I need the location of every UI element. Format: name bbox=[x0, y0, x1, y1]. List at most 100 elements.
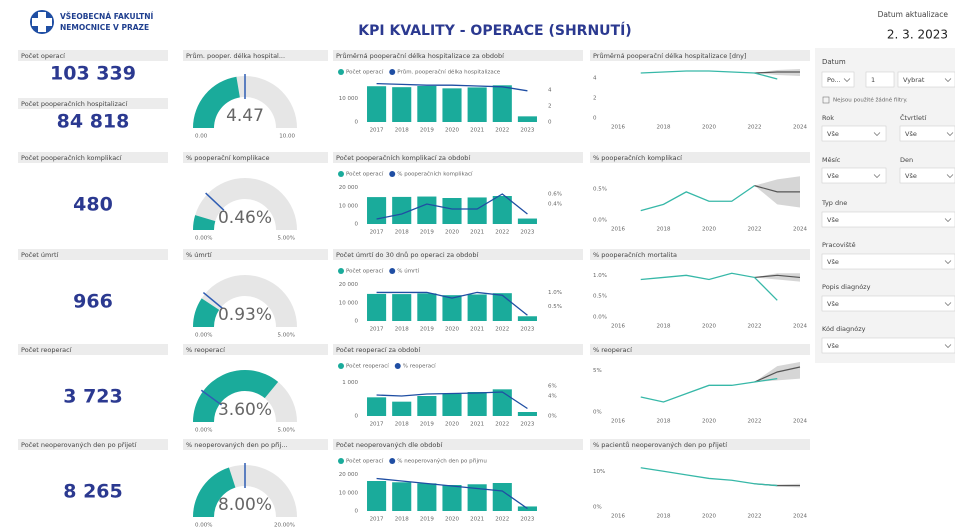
y-tick-label: 0 bbox=[355, 120, 359, 126]
bar bbox=[442, 88, 462, 122]
gauge-title-band bbox=[183, 344, 328, 355]
legend-label: Počet operací bbox=[346, 268, 384, 275]
x-tick-label: 2021 bbox=[470, 422, 484, 428]
gauge-min: 0.00% bbox=[195, 236, 212, 242]
filter-dropdown[interactable] bbox=[821, 253, 955, 270]
filter-label: Čtvrtletí bbox=[900, 113, 927, 122]
gauge-min: 0.00% bbox=[195, 523, 212, 529]
gauge-value-label: 0.46% bbox=[218, 208, 272, 228]
date-control-label: 1 bbox=[871, 76, 875, 84]
x-tick-label: 2022 bbox=[495, 327, 509, 333]
card-value: 8 265 bbox=[63, 481, 123, 503]
date-control[interactable] bbox=[865, 71, 895, 88]
x-tick-label: 2022 bbox=[495, 230, 509, 236]
filter-value: Vše bbox=[827, 342, 839, 350]
date-control[interactable] bbox=[897, 71, 955, 88]
gauge-value-label: 0.93% bbox=[218, 305, 272, 325]
bar bbox=[517, 116, 537, 122]
bar bbox=[492, 389, 512, 416]
x-tick-label: 2022 bbox=[495, 517, 509, 523]
gauge-title-band bbox=[183, 50, 328, 61]
forecast-line bbox=[754, 274, 801, 279]
card-label-band bbox=[18, 439, 168, 450]
x-tick-label: 2018 bbox=[657, 227, 671, 233]
x-tick-label: 2020 bbox=[702, 324, 716, 330]
y-tick-label: 0% bbox=[593, 505, 602, 511]
chart-title-band bbox=[590, 249, 810, 260]
bar bbox=[442, 394, 462, 416]
filter-dropdown[interactable] bbox=[821, 211, 955, 228]
gauge-title-band bbox=[183, 152, 328, 163]
x-tick-label: 2018 bbox=[395, 230, 409, 236]
y-tick-label: 10 000 bbox=[339, 300, 359, 306]
filter-dropdown[interactable] bbox=[821, 125, 887, 142]
bar bbox=[442, 198, 462, 224]
x-tick-label: 2020 bbox=[445, 230, 459, 236]
chevron bbox=[843, 78, 851, 82]
y2-tick-label: 1.0% bbox=[548, 290, 562, 296]
y-tick-label: 0.0% bbox=[593, 218, 607, 224]
trend-line bbox=[640, 185, 755, 212]
card-label: Počet neoperovaných den po přijetí bbox=[21, 441, 137, 449]
filter-dropdown[interactable] bbox=[821, 167, 887, 184]
gauge-min: 0.00% bbox=[195, 428, 212, 434]
filter-label: Popis diagnózy bbox=[822, 283, 871, 291]
bar bbox=[442, 295, 462, 321]
filter-dropdown[interactable] bbox=[821, 295, 955, 312]
x-tick-label: 2019 bbox=[420, 517, 434, 523]
legend-swatch bbox=[394, 363, 401, 369]
chart-title: % pooperačních komplikací bbox=[593, 154, 682, 162]
filter-dropdown[interactable] bbox=[899, 125, 955, 142]
y-tick-label: 0 bbox=[355, 319, 359, 325]
forecast-line bbox=[754, 366, 801, 383]
y-tick-label: 1 000 bbox=[342, 380, 358, 386]
trend-line bbox=[640, 378, 778, 403]
legend-swatch bbox=[389, 458, 396, 464]
x-tick-label: 2018 bbox=[395, 517, 409, 523]
gauge-value-label: 3.60% bbox=[218, 400, 272, 420]
bar bbox=[492, 483, 512, 511]
line bbox=[376, 193, 528, 220]
legend-swatch bbox=[338, 268, 344, 274]
bar bbox=[367, 86, 387, 122]
y2-tick-label: 4 bbox=[548, 88, 552, 94]
chevron bbox=[944, 218, 952, 222]
y-tick-label: 5% bbox=[593, 368, 602, 374]
x-tick-label: 2018 bbox=[395, 422, 409, 428]
x-tick-label: 2016 bbox=[611, 324, 625, 330]
bar bbox=[467, 87, 487, 122]
chart-title-band bbox=[590, 439, 810, 450]
legend-swatch bbox=[338, 171, 344, 177]
card-label-band bbox=[18, 98, 168, 109]
gauge-min: 0.00 bbox=[195, 134, 208, 140]
bar bbox=[367, 397, 387, 416]
filter-dropdown[interactable] bbox=[899, 167, 955, 184]
bar bbox=[392, 87, 412, 122]
legend-swatch bbox=[389, 69, 396, 75]
chart-title-band bbox=[333, 439, 583, 450]
chart-title-band bbox=[333, 249, 583, 260]
gauge-title-band bbox=[183, 439, 328, 450]
chart-title: Počet neoperovaných dle období bbox=[336, 441, 442, 449]
x-tick-label: 2016 bbox=[611, 419, 625, 425]
filter-dropdown[interactable] bbox=[821, 337, 955, 354]
update-label: Datum aktualizace bbox=[878, 10, 949, 19]
filter-value: Vše bbox=[905, 172, 917, 180]
chart-title: Počet pooperačních komplikací za období bbox=[336, 154, 470, 162]
chevron bbox=[873, 132, 881, 136]
card-label-band bbox=[18, 50, 168, 61]
y-tick-label: 10 000 bbox=[339, 96, 359, 102]
card-label: Počet reoperací bbox=[21, 346, 72, 354]
legend-label: % úmrtí bbox=[397, 268, 419, 275]
x-tick-label: 2022 bbox=[495, 422, 509, 428]
date-control[interactable] bbox=[821, 71, 855, 88]
gauge-max: 20.00% bbox=[274, 523, 295, 529]
chart-title-band bbox=[333, 344, 583, 355]
gauge-max: 5.00% bbox=[278, 333, 295, 339]
trend-line bbox=[640, 70, 778, 80]
y-tick-label: 0 bbox=[593, 116, 597, 122]
card-label: Počet úmrtí bbox=[21, 251, 59, 259]
bar bbox=[392, 294, 412, 321]
x-tick-label: 2021 bbox=[470, 128, 484, 134]
